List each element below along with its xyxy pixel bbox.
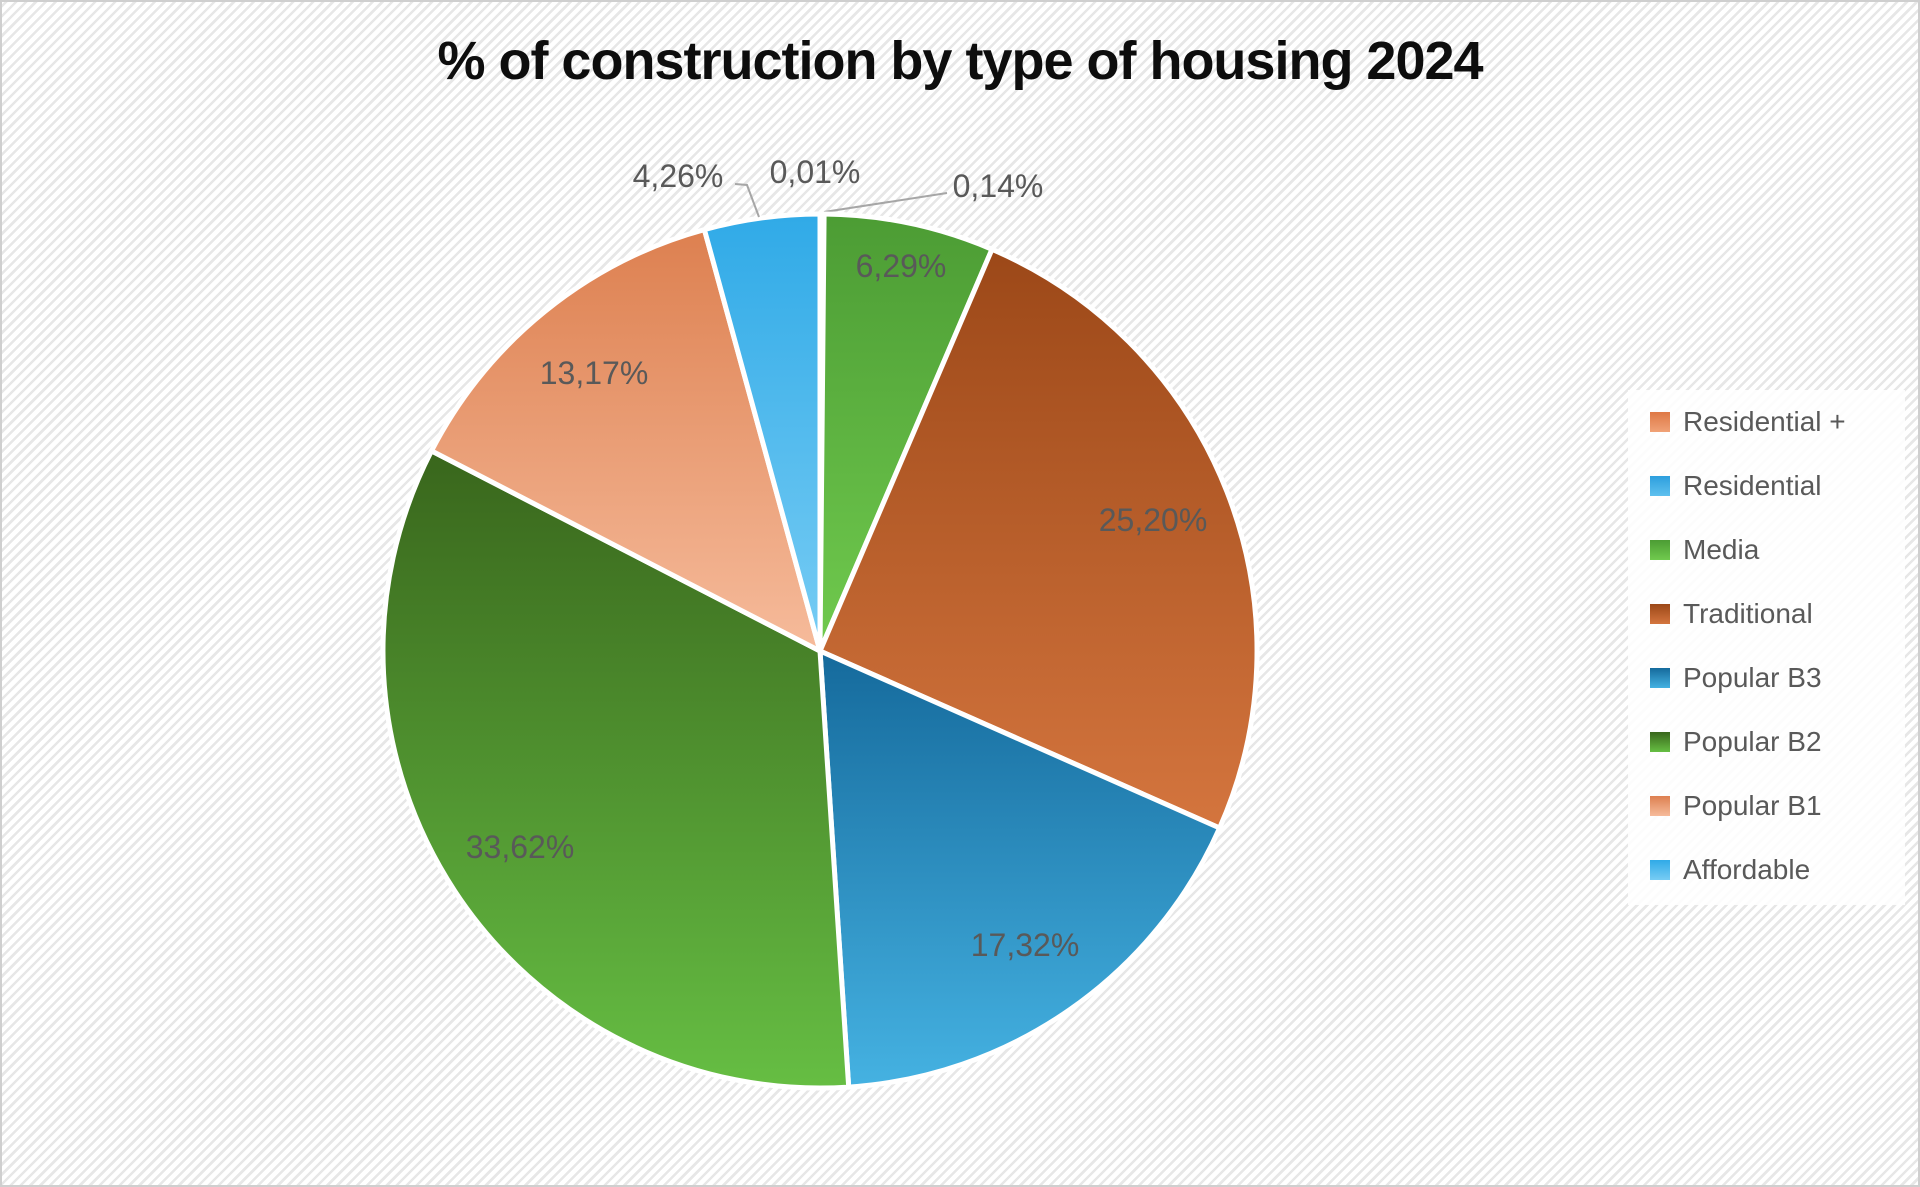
pie-slice-affordable[interactable] [701, 211, 823, 654]
pie-slice-popular-b3[interactable] [817, 648, 1223, 1090]
pie-slice-popular-b1[interactable] [429, 227, 823, 654]
legend-label: Residential + [1683, 406, 1846, 437]
legend-item-media[interactable]: Media [1628, 518, 1905, 582]
legend-swatch-icon [1650, 412, 1670, 432]
data-label: 13,17% [540, 355, 649, 391]
data-label: 0,01% [770, 154, 861, 190]
legend-item-residential[interactable]: Residential [1628, 454, 1905, 518]
chart-title: % of construction by type of housing 202… [437, 31, 1483, 91]
legend-label: Residential [1683, 470, 1822, 501]
legend-swatch-icon [1650, 860, 1670, 880]
legend-item-popular-b2[interactable]: Popular B2 [1628, 710, 1905, 774]
legend-label: Traditional [1683, 598, 1813, 629]
data-label: 6,29% [856, 248, 947, 284]
legend-label: Popular B3 [1683, 662, 1822, 693]
chart-legend: Residential + Residential Media Traditional… [1628, 390, 1905, 905]
pie-slice-traditional[interactable] [817, 246, 1260, 831]
pie-slice-popular-b2[interactable] [380, 448, 852, 1091]
legend-item-popular-b3[interactable]: Popular B3 [1628, 646, 1905, 710]
legend-item-traditional[interactable]: Traditional [1628, 582, 1905, 646]
data-label: 17,32% [971, 927, 1080, 963]
leader-line [823, 192, 948, 213]
legend-item-popular-b1[interactable]: Popular B1 [1628, 774, 1905, 838]
data-label: 33,62% [466, 829, 575, 865]
legend-swatch-icon [1650, 476, 1670, 496]
legend-label: Media [1683, 534, 1760, 565]
legend-label: Popular B2 [1683, 726, 1822, 757]
legend-label: Popular B1 [1683, 790, 1822, 821]
legend-item-residential[interactable]: Residential + [1628, 390, 1905, 454]
legend-swatch-icon [1650, 732, 1670, 752]
legend-label: Affordable [1683, 854, 1811, 885]
legend-swatch-icon [1650, 540, 1670, 560]
leader-line [734, 183, 760, 218]
pie-slice-media[interactable] [817, 211, 995, 654]
data-label: 4,26% [633, 158, 724, 194]
legend-swatch-icon [1650, 668, 1670, 688]
data-label: 25,20% [1099, 502, 1208, 538]
data-label: 0,14% [953, 168, 1044, 204]
legend-item-affordable[interactable]: Affordable [1628, 838, 1905, 902]
legend-swatch-icon [1650, 796, 1670, 816]
legend-swatch-icon [1650, 604, 1670, 624]
